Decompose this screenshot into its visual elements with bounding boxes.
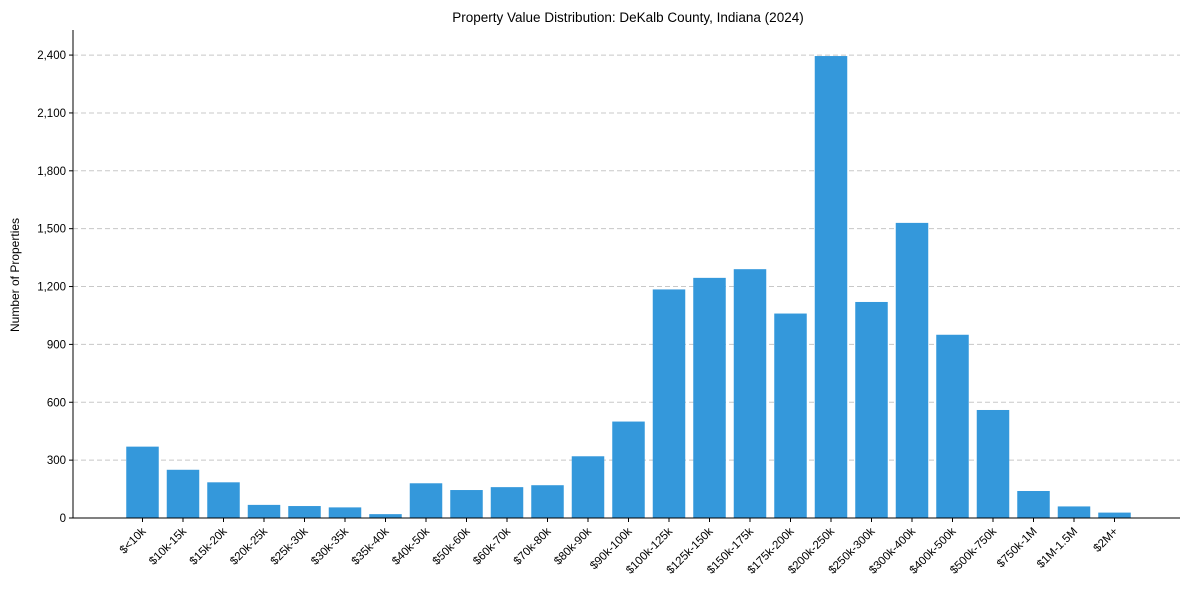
x-tick-label: $80k-90k	[552, 525, 594, 567]
x-tick-label: $750k-1M	[995, 526, 1040, 571]
x-tick-label: $<10k	[118, 525, 149, 556]
y-tick-label: 1,200	[37, 282, 66, 294]
bar	[247, 504, 281, 518]
bar	[369, 514, 402, 518]
x-tick-label: $70k-80k	[512, 525, 554, 567]
x-ticks: $<10k$10k-15k$15k-20k$20k-25k$25k-30k$30…	[118, 518, 1121, 577]
bars	[126, 56, 1131, 519]
y-tick-label: 2,400	[37, 50, 66, 62]
bar	[612, 421, 645, 518]
bar	[490, 487, 524, 518]
bar	[976, 409, 1010, 518]
bar	[1017, 490, 1050, 518]
x-tick-label: $30k-35k	[309, 525, 351, 567]
bar	[328, 507, 362, 518]
bar	[895, 222, 929, 518]
y-tick-label: 1,500	[37, 224, 66, 236]
x-tick-label: $25k-30k	[269, 525, 311, 567]
bar	[126, 446, 159, 518]
chart-title: Property Value Distribution: DeKalb Coun…	[452, 10, 803, 25]
bar	[531, 485, 564, 518]
y-tick-label: 900	[47, 339, 66, 351]
bar	[693, 277, 726, 518]
bar	[288, 506, 321, 518]
bar	[571, 456, 605, 518]
y-ticks: 0 300 600 900 1,200 1,500 1,800 2,100 2,400	[37, 50, 73, 525]
y-axis-label: Number of Properties	[8, 218, 22, 332]
y-tick-label: 1,800	[37, 166, 66, 178]
bar	[207, 482, 240, 518]
y-tick-label: 0	[60, 513, 66, 525]
bar	[1098, 512, 1131, 518]
x-tick-label: $60k-70k	[471, 525, 513, 567]
x-tick-label: $10k-15k	[147, 525, 189, 567]
bar	[774, 313, 807, 518]
gridlines	[73, 54, 1180, 461]
y-tick-label: 600	[47, 397, 66, 409]
bar	[733, 269, 767, 518]
x-tick-label: $1M-1.5M	[1035, 526, 1080, 571]
x-tick-label: $15k-20k	[188, 525, 230, 567]
bar	[855, 301, 888, 518]
y-tick-label: 2,100	[37, 108, 66, 120]
x-tick-label: $20k-25k	[228, 525, 270, 567]
bar	[814, 56, 848, 519]
x-tick-label: $35k-40k	[350, 525, 392, 567]
axes	[72, 30, 1180, 519]
bar	[450, 490, 483, 518]
x-tick-label: $40k-50k	[390, 525, 432, 567]
x-tick-label: $50k-60k	[431, 525, 473, 567]
bar	[652, 289, 686, 518]
bar	[1057, 506, 1091, 518]
y-tick-label: 300	[47, 455, 66, 467]
bar	[936, 334, 969, 518]
bar	[166, 469, 200, 518]
bar	[409, 483, 443, 518]
x-tick-label: $2M+	[1092, 525, 1121, 554]
